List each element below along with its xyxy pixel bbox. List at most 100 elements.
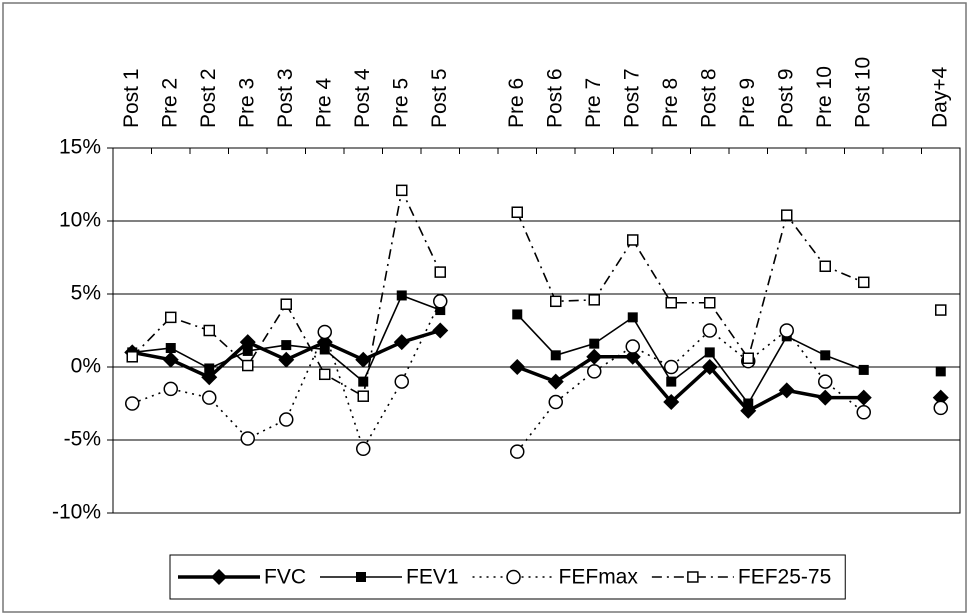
x-tick-label: Pre 5 — [389, 78, 412, 128]
marker — [935, 366, 946, 377]
y-tick-label: 15% — [59, 136, 101, 159]
x-tick-label: Pre 7 — [582, 78, 605, 128]
marker — [820, 350, 831, 361]
marker — [509, 359, 526, 375]
marker — [355, 351, 372, 368]
marker — [512, 309, 523, 320]
marker — [240, 431, 255, 446]
marker — [933, 400, 948, 416]
marker — [281, 340, 292, 351]
x-tick-label: Post 10 — [851, 57, 874, 128]
marker — [511, 206, 523, 218]
marker — [701, 359, 718, 375]
marker — [203, 324, 215, 337]
x-tick-label: Pre 10 — [813, 66, 836, 128]
marker — [704, 347, 715, 358]
marker — [433, 294, 448, 309]
marker — [319, 344, 330, 355]
marker — [242, 359, 254, 372]
marker — [819, 260, 831, 273]
legend-label: FEF25-75 — [738, 566, 831, 589]
legend-label: FEV1 — [406, 566, 459, 589]
marker — [278, 351, 295, 368]
marker — [434, 266, 446, 278]
marker — [779, 323, 794, 338]
x-tick-label: Pre 3 — [235, 78, 258, 128]
marker — [855, 389, 872, 406]
marker — [687, 571, 699, 583]
marker — [858, 364, 869, 375]
marker — [817, 389, 834, 406]
marker — [624, 348, 641, 365]
marker — [550, 295, 562, 308]
marker — [548, 394, 563, 410]
x-tick-label: Pre 4 — [312, 77, 335, 128]
x-tick-label: Post 1 — [120, 68, 143, 128]
marker — [165, 311, 177, 324]
marker — [319, 368, 331, 381]
marker — [357, 390, 369, 402]
y-tick-label: -10% — [52, 501, 101, 524]
marker — [625, 339, 640, 354]
x-tick-label: Pre 6 — [505, 78, 528, 128]
x-tick-label: Post 7 — [620, 68, 643, 128]
marker — [162, 351, 179, 368]
marker — [627, 234, 639, 246]
marker — [163, 381, 178, 397]
marker — [781, 209, 793, 221]
marker — [279, 412, 294, 427]
marker — [702, 323, 717, 338]
marker — [202, 390, 217, 405]
marker — [280, 298, 292, 310]
x-tick-label: Post 6 — [543, 68, 566, 128]
y-tick-label: 10% — [59, 209, 101, 232]
marker — [394, 374, 409, 389]
marker — [211, 569, 227, 585]
x-tick-label: Pre 9 — [736, 78, 759, 128]
marker — [510, 444, 525, 459]
y-tick-label: 0% — [71, 355, 101, 378]
marker — [547, 373, 564, 390]
marker — [932, 389, 949, 406]
x-tick-label: Pre 2 — [158, 78, 181, 128]
x-tick-label: Post 3 — [274, 68, 297, 128]
marker — [317, 324, 332, 340]
marker — [586, 348, 603, 365]
marker — [664, 359, 679, 375]
marker — [506, 569, 521, 585]
y-tick-label: -5% — [64, 428, 101, 451]
x-tick-label: Day+4 — [928, 66, 951, 128]
legend: FVC FEV1 FEFmax FEF25-75 — [169, 554, 846, 600]
legend-label: FVC — [264, 566, 306, 589]
marker — [778, 382, 795, 399]
marker — [242, 345, 253, 356]
marker — [550, 350, 561, 361]
marker — [818, 374, 833, 389]
marker — [396, 184, 408, 197]
marker — [356, 572, 366, 582]
marker — [204, 363, 215, 374]
marker — [165, 343, 176, 354]
marker — [743, 398, 754, 409]
x-tick-label: Post 5 — [428, 68, 451, 128]
x-tick-label: Pre 8 — [659, 78, 682, 128]
marker — [663, 394, 680, 411]
marker — [704, 297, 716, 309]
marker — [432, 322, 449, 339]
marker — [125, 396, 140, 411]
marker — [126, 351, 138, 363]
marker — [587, 364, 602, 379]
marker — [356, 441, 371, 457]
x-tick-label: Post 8 — [697, 68, 720, 128]
marker — [396, 290, 407, 301]
marker — [935, 304, 947, 316]
marker — [358, 376, 369, 387]
marker — [393, 334, 410, 351]
marker — [588, 294, 600, 306]
x-tick-label: Post 4 — [351, 68, 374, 128]
marker — [665, 297, 677, 309]
marker — [666, 376, 677, 387]
x-tick-label: Post 2 — [197, 68, 220, 128]
